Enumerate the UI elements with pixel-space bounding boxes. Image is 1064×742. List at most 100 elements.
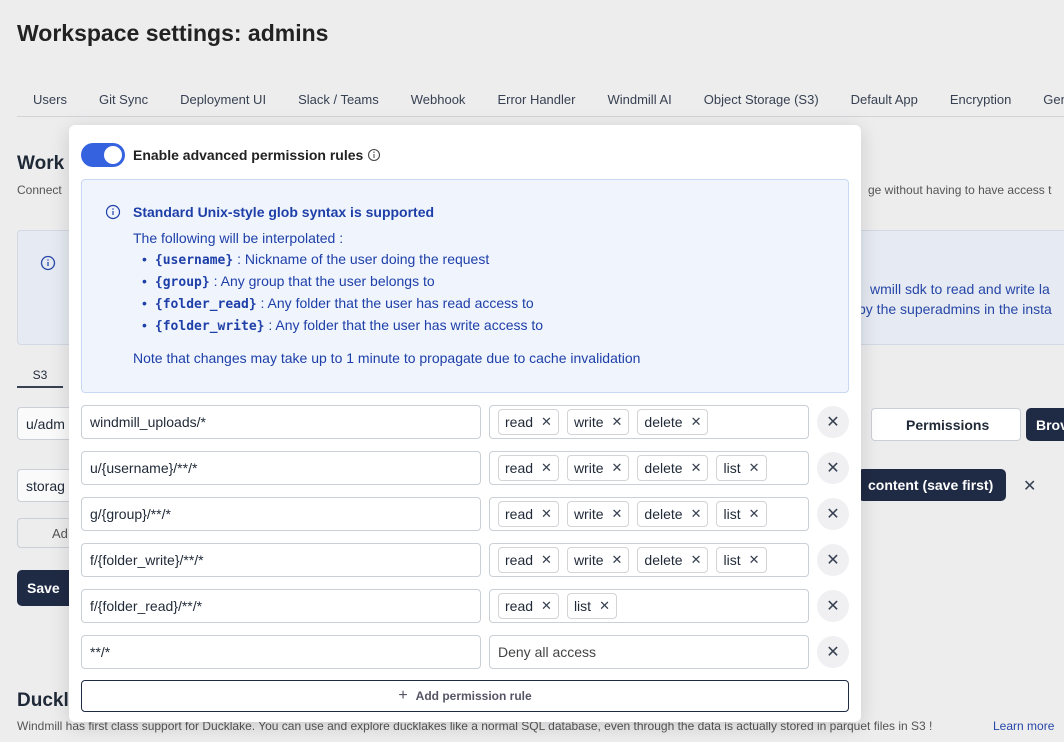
tag-remove[interactable]: ✕ xyxy=(611,460,623,475)
tag-label: list xyxy=(723,460,741,476)
tag-remove[interactable]: ✕ xyxy=(541,506,552,521)
permission-select[interactable]: read ✕ list ✕ xyxy=(489,589,809,623)
permission-select[interactable]: read ✕ write ✕ delete ✕ list ✕ xyxy=(489,543,809,577)
tag-label: list xyxy=(573,598,592,614)
tag-label: delete xyxy=(644,552,683,568)
permission-select[interactable]: read ✕ write ✕ delete ✕ xyxy=(489,405,809,439)
add-rule-label: Add permission rule xyxy=(415,689,532,703)
tag-remove[interactable]: ✕ xyxy=(611,552,623,567)
permission-tag: write ✕ xyxy=(566,501,630,527)
browse-button[interactable]: Brov xyxy=(1026,408,1064,441)
tab[interactable]: Git Sync xyxy=(98,92,149,107)
tag-remove[interactable]: ✕ xyxy=(541,552,552,567)
item-text: : Any folder that the user has write acc… xyxy=(268,317,544,333)
code: {username} xyxy=(154,253,234,268)
permission-tag: write ✕ xyxy=(566,547,630,573)
tag-remove[interactable]: ✕ xyxy=(690,552,702,567)
bullet: • xyxy=(142,251,147,267)
permission-select[interactable]: read ✕ write ✕ delete ✕ list ✕ xyxy=(489,497,809,531)
bullet: • xyxy=(142,295,147,311)
tab[interactable]: Gener xyxy=(1043,92,1064,107)
tag-label: list xyxy=(723,552,741,568)
remove-rule-button[interactable]: ✕ xyxy=(817,590,849,622)
tab[interactable]: Users xyxy=(33,92,67,107)
learn-more-link[interactable]: Learn more xyxy=(993,719,1055,733)
add-rule-button[interactable]: + Add permission rule xyxy=(81,680,849,712)
info-icon xyxy=(105,204,121,220)
tab[interactable]: Deployment UI xyxy=(180,92,267,107)
permission-tag: read ✕ xyxy=(498,501,559,527)
permission-select[interactable]: read ✕ write ✕ delete ✕ list ✕ xyxy=(489,451,809,485)
tab[interactable]: Slack / Teams xyxy=(298,92,379,107)
info-icon xyxy=(40,255,56,271)
tag-label: read xyxy=(505,460,534,476)
placeholder: Deny all access xyxy=(498,644,597,660)
permission-tag: read ✕ xyxy=(498,409,559,435)
remove-rule-button[interactable]: ✕ xyxy=(817,544,849,576)
page-title: Workspace settings: admins xyxy=(17,20,329,46)
tag-remove[interactable]: ✕ xyxy=(690,460,702,475)
section-title: Work xyxy=(17,153,65,174)
toggle-label: Enable advanced permission rules xyxy=(133,147,364,163)
toggle[interactable] xyxy=(81,143,125,167)
pattern-input[interactable]: **/* xyxy=(81,635,481,669)
info-item: • {group} : Any group that the user belon… xyxy=(142,271,543,293)
tag-label: delete xyxy=(644,414,683,430)
section-desc: ge without having to have access t xyxy=(868,183,1052,197)
remove-rule-button[interactable]: ✕ xyxy=(817,498,849,530)
tag-remove[interactable]: ✕ xyxy=(748,460,760,475)
tab[interactable]: Error Handler xyxy=(497,92,576,107)
pattern-input[interactable]: g/{group}/**/* xyxy=(81,497,481,531)
tab[interactable]: Windmill AI xyxy=(607,92,672,107)
ducklake-title: Duckl xyxy=(17,690,69,711)
info-note: Note that changes may take up to 1 minut… xyxy=(133,350,641,366)
section-desc: Connect xyxy=(17,183,62,197)
modal: Enable advanced permission rules Standar… xyxy=(69,125,861,722)
tab[interactable]: Object Storage (S3) xyxy=(688,84,835,116)
permission-tag: read ✕ xyxy=(498,593,559,619)
code: {folder_write} xyxy=(154,319,265,334)
tag-remove[interactable]: ✕ xyxy=(748,552,760,567)
tag-remove[interactable]: ✕ xyxy=(611,506,623,521)
tab[interactable]: Encryption xyxy=(949,92,1012,107)
tag-label: read xyxy=(505,414,534,430)
pattern-input[interactable]: u/{username}/**/* xyxy=(81,451,481,485)
remove-rule-button[interactable]: ✕ xyxy=(817,636,849,668)
permission-tag: read ✕ xyxy=(498,547,559,573)
tab[interactable]: Default App xyxy=(850,92,918,107)
permission-select[interactable]: Deny all access xyxy=(489,635,809,669)
info-icon xyxy=(367,148,381,162)
item-text: : Any group that the user belongs to xyxy=(213,273,435,289)
content-button[interactable]: content (save first) xyxy=(858,469,1006,501)
permission-tag: list ✕ xyxy=(716,501,767,527)
tag-remove[interactable]: ✕ xyxy=(541,414,552,429)
info-text: by the superadmins in the insta xyxy=(858,301,1052,317)
permission-tag: list ✕ xyxy=(716,455,767,481)
close-icon[interactable]: ✕ xyxy=(1023,478,1037,495)
tab-bar: Users Git Sync Deployment UI Slack / Teams W… xyxy=(17,84,1064,117)
tag-label: write xyxy=(573,552,604,568)
tag-remove[interactable]: ✕ xyxy=(541,598,552,613)
pattern-input[interactable]: f/{folder_read}/**/* xyxy=(81,589,481,623)
permission-tag: write ✕ xyxy=(566,455,630,481)
remove-rule-button[interactable]: ✕ xyxy=(817,452,849,484)
permissions-button[interactable]: Permissions xyxy=(871,408,1021,441)
tag-remove[interactable]: ✕ xyxy=(748,506,760,521)
tag-remove[interactable]: ✕ xyxy=(690,506,702,521)
code: {folder_read} xyxy=(154,297,257,312)
pattern-input[interactable]: windmill_uploads/* xyxy=(81,405,481,439)
tag-remove[interactable]: ✕ xyxy=(541,460,552,475)
info-intro: The following will be interpolated : xyxy=(133,230,344,246)
tag-label: delete xyxy=(644,460,683,476)
tab[interactable]: Webhook xyxy=(410,92,466,107)
tag-remove[interactable]: ✕ xyxy=(599,598,610,613)
remove-rule-button[interactable]: ✕ xyxy=(817,406,849,438)
tag-remove[interactable]: ✕ xyxy=(690,414,702,429)
tag-label: delete xyxy=(644,506,683,522)
pattern-input[interactable]: f/{folder_write}/**/* xyxy=(81,543,481,577)
tag-remove[interactable]: ✕ xyxy=(611,414,623,429)
permission-tag: read ✕ xyxy=(498,455,559,481)
subtab[interactable]: S3 xyxy=(17,362,63,388)
tag-label: read xyxy=(505,506,534,522)
